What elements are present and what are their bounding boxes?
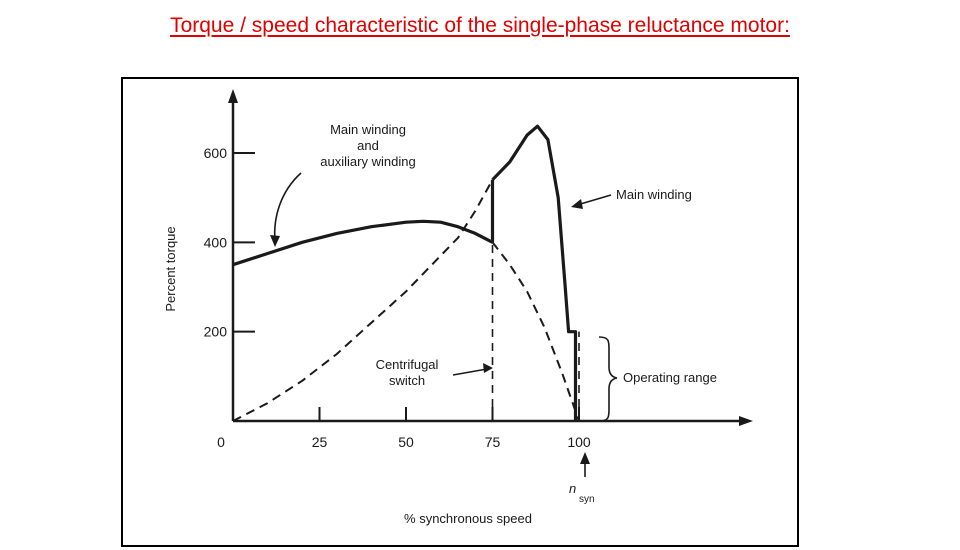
x-tick-label: 75 bbox=[485, 434, 501, 450]
x-tick-label: 0 bbox=[217, 434, 225, 450]
annotation-main-winding-arrowhead bbox=[571, 199, 583, 209]
annotation-switch-line1: Centrifugal bbox=[376, 357, 439, 372]
y-axis-label: Percent torque bbox=[163, 226, 178, 311]
series-line-2 bbox=[232, 179, 494, 422]
x-tick-label: 50 bbox=[398, 434, 414, 450]
annotation-main-aux-arrow bbox=[273, 172, 302, 242]
annotation-switch-leader bbox=[452, 368, 488, 376]
x-axis-label: % synchronous speed bbox=[404, 511, 532, 526]
chart-frame: 0 25 50 75 100 200 400 600 Percent torque % syn… bbox=[121, 77, 799, 547]
torque-speed-chart: 0 25 50 75 100 200 400 600 Percent torque % syn… bbox=[163, 89, 753, 526]
nsyn-arrowhead bbox=[580, 452, 590, 464]
annotation-main-aux-arrowhead bbox=[270, 235, 280, 247]
y-tick-label: 200 bbox=[204, 324, 228, 340]
annotation-operating-range: Operating range bbox=[623, 370, 717, 385]
nsyn-subscript: syn bbox=[579, 494, 595, 505]
y-tick-label: 600 bbox=[204, 145, 228, 161]
annotation-main-aux-line2: and bbox=[357, 138, 379, 153]
x-tick-label: 100 bbox=[567, 434, 591, 450]
y-tick-label: 400 bbox=[204, 234, 228, 250]
annotation-main-winding-leader bbox=[576, 194, 612, 206]
annotation-main-winding: Main winding bbox=[616, 187, 692, 202]
slide-title: Torque / speed characteristic of the sin… bbox=[170, 14, 790, 37]
series-line-3 bbox=[491, 241, 580, 422]
x-axis-arrow bbox=[739, 416, 753, 426]
nsyn-label: n bbox=[569, 481, 576, 496]
annotation-main-aux-line3: auxiliary winding bbox=[320, 154, 415, 169]
annotation-switch-line2: switch bbox=[389, 373, 425, 388]
annotation-main-aux-line1: Main winding bbox=[330, 122, 406, 137]
operating-range-brace bbox=[598, 336, 618, 422]
x-tick-label: 25 bbox=[312, 434, 328, 450]
series-line-1 bbox=[491, 124, 578, 421]
annotation-switch-arrowhead bbox=[483, 363, 493, 373]
y-axis-arrow bbox=[228, 89, 238, 103]
